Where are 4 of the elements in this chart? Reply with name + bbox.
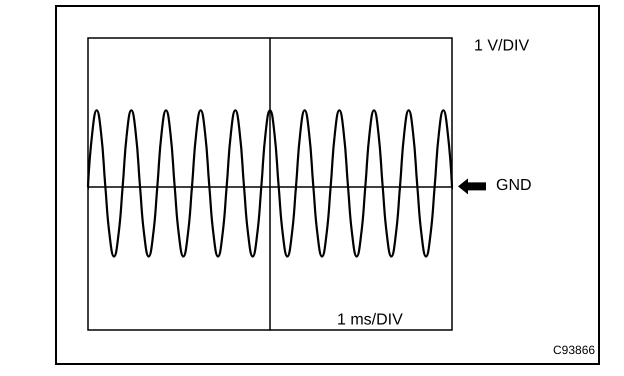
text: GND [496,176,532,194]
text: 1 ms/DIV [337,312,404,328]
text: C93866 [553,343,596,357]
text: 1 V/DIV [474,38,530,54]
